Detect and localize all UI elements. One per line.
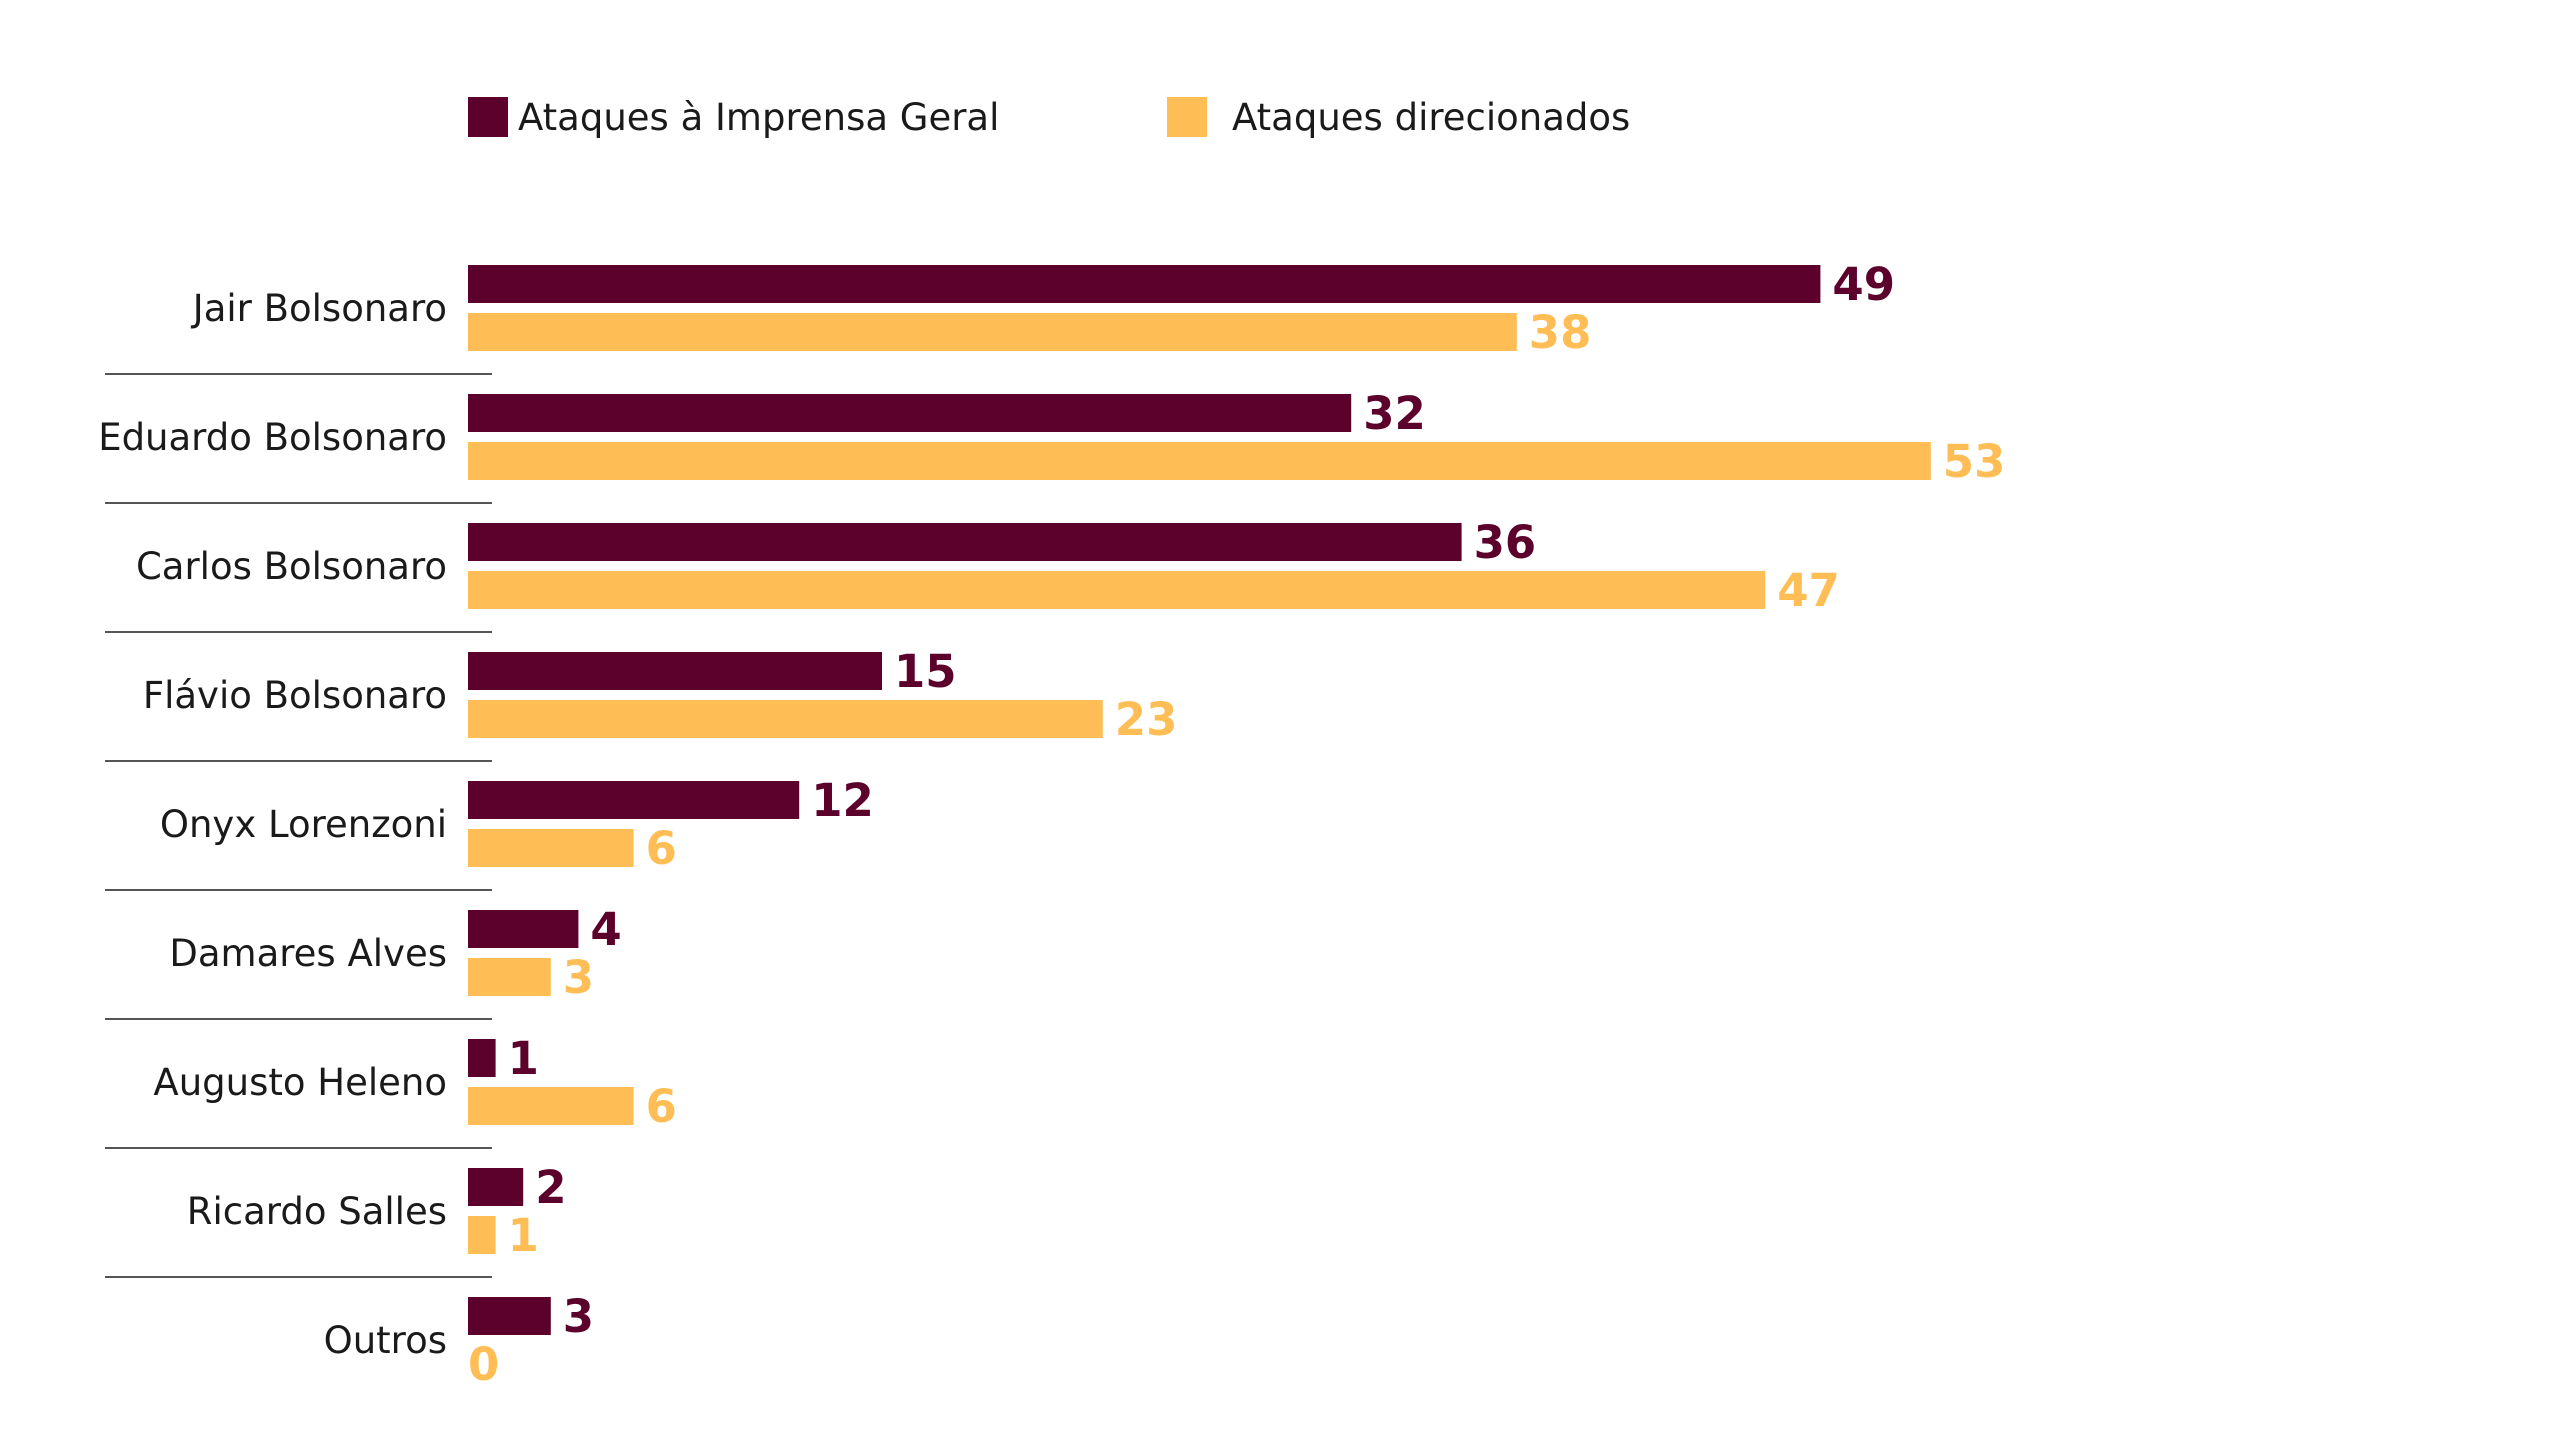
value-label-s1-1: 53 (1943, 435, 2006, 488)
bar-s0-5 (468, 910, 579, 948)
value-label-s1-3: 23 (1115, 693, 1178, 746)
category-label-8: Outros (324, 1319, 447, 1362)
bar-s1-7 (468, 1216, 496, 1254)
bar-s0-8 (468, 1297, 551, 1335)
category-separators (105, 373, 492, 1278)
category-labels: Jair Bolsonaro Eduardo Bolsonaro Carlos Bo… (98, 287, 447, 1362)
legend-label-1: Ataques direcionados (1232, 96, 1630, 139)
value-label-s1-8: 0 (468, 1338, 499, 1391)
legend: Ataques à Imprensa Geral Ataques direcion… (468, 96, 1630, 139)
bar-s1-5 (468, 958, 551, 996)
value-label-s0-2: 36 (1474, 516, 1537, 569)
value-label-s0-0: 49 (1832, 258, 1895, 311)
category-label-2: Carlos Bolsonaro (136, 545, 447, 588)
bar-s0-2 (468, 523, 1462, 561)
value-label-s1-2: 47 (1777, 564, 1840, 617)
category-label-7: Ricardo Salles (187, 1190, 447, 1233)
value-label-s0-8: 3 (563, 1290, 594, 1343)
category-label-1: Eduardo Bolsonaro (98, 416, 447, 459)
bar-s0-1 (468, 394, 1352, 432)
value-label-s0-3: 15 (894, 645, 957, 698)
category-label-6: Augusto Heleno (153, 1061, 447, 1104)
bars (468, 265, 1931, 1335)
category-label-4: Onyx Lorenzoni (160, 803, 447, 846)
value-label-s1-6: 6 (646, 1080, 677, 1133)
bar-s0-4 (468, 781, 800, 819)
value-label-s0-5: 4 (590, 903, 621, 956)
legend-swatch-0 (468, 97, 508, 137)
bar-s0-6 (468, 1039, 496, 1077)
bar-s0-7 (468, 1168, 524, 1206)
value-label-s1-0: 38 (1529, 306, 1592, 359)
category-label-5: Damares Alves (169, 932, 447, 975)
value-label-s1-5: 3 (563, 951, 594, 1004)
value-label-s0-6: 1 (508, 1032, 539, 1085)
value-label-s0-7: 2 (535, 1161, 566, 1214)
bar-s1-1 (468, 442, 1931, 480)
legend-label-0: Ataques à Imprensa Geral (518, 96, 999, 139)
bar-s1-3 (468, 700, 1103, 738)
bar-s1-4 (468, 829, 634, 867)
bar-s0-0 (468, 265, 1821, 303)
category-label-3: Flávio Bolsonaro (143, 674, 447, 717)
value-label-s0-4: 12 (811, 774, 874, 827)
bar-s1-6 (468, 1087, 634, 1125)
legend-swatch-1 (1167, 97, 1207, 137)
bar-s1-2 (468, 571, 1766, 609)
category-label-0: Jair Bolsonaro (191, 287, 447, 330)
bar-s0-3 (468, 652, 882, 690)
value-label-s1-7: 1 (508, 1209, 539, 1262)
bar-s1-0 (468, 313, 1517, 351)
value-label-s0-1: 32 (1363, 387, 1426, 440)
value-label-s1-4: 6 (646, 822, 677, 875)
